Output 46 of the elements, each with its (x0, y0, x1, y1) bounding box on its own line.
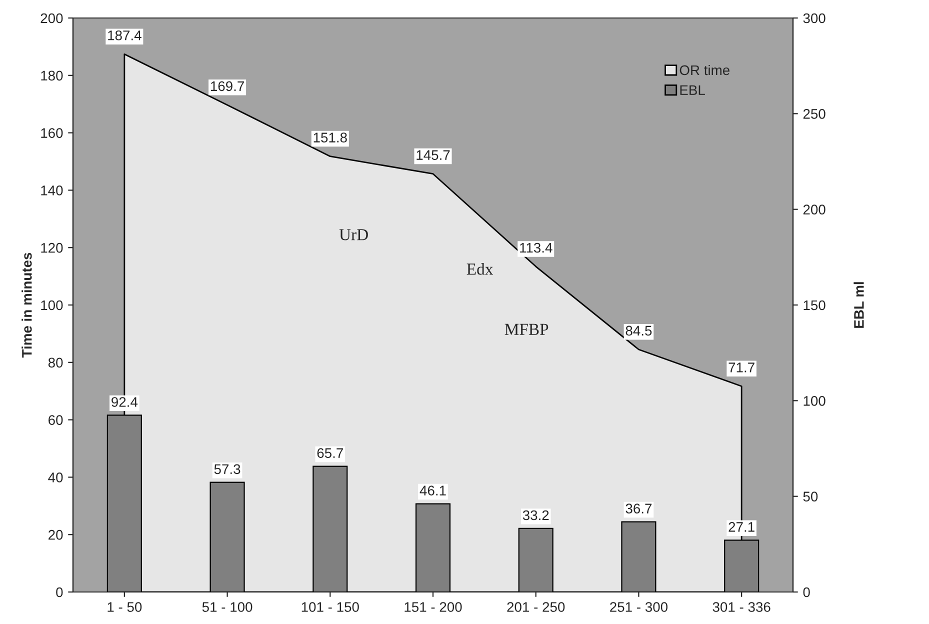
y-axis-title: Time in minutes (22, 252, 32, 358)
y-tick-label: 0 (56, 587, 63, 598)
y2-tick-label: 200 (803, 204, 826, 215)
y2-tick-label: 0 (803, 587, 810, 598)
annotation: MFBP (504, 324, 548, 335)
data-label: 92.4 (112, 397, 138, 407)
data-label: 33.2 (522, 510, 549, 520)
legend-label: EBL (680, 85, 705, 95)
y-tick-label: 40 (48, 472, 63, 482)
data-label: 65.7 (317, 448, 343, 458)
x-tick-label: 251 - 300 (610, 602, 668, 612)
legend-label: OR time (680, 64, 730, 76)
y-tick-label: 160 (41, 128, 63, 138)
y-tick-label: 20 (48, 530, 63, 540)
data-label: 187.4 (108, 30, 142, 40)
x-tick-label: 1 - 50 (108, 602, 142, 612)
y-tick-label: 60 (48, 415, 63, 425)
y-tick-label: 200 (40, 13, 63, 24)
y2-tick-label: 100 (804, 396, 826, 406)
data-label: 169.7 (210, 81, 244, 92)
data-label: 36.7 (626, 504, 652, 514)
y-tick-label: 100 (41, 300, 63, 310)
x-tick-label: 301 - 336 (712, 602, 770, 612)
data-label: 57.3 (214, 464, 240, 474)
data-label: 145.7 (416, 150, 450, 160)
annotation: Edx (466, 263, 494, 275)
y2-tick-label: 50 (803, 492, 818, 502)
y-tick-label: 80 (48, 358, 63, 368)
x-tick-label: 151 - 200 (404, 602, 462, 612)
y2-axis-title: EBL ml (854, 282, 864, 328)
x-tick-label: 51 - 100 (202, 602, 252, 612)
data-label: 151.8 (314, 132, 347, 142)
data-label: 113.4 (520, 242, 552, 253)
x-tick-label: 201 - 250 (507, 602, 565, 612)
x-tick-label: 101 - 150 (302, 602, 359, 612)
data-label: 46.1 (420, 486, 446, 496)
y2-tick-label: 300 (803, 13, 826, 24)
y-tick-label: 180 (41, 70, 63, 81)
data-label: 84.5 (626, 326, 652, 336)
data-label: 71.7 (728, 362, 754, 372)
data-label: 27.1 (728, 522, 754, 532)
y-tick-label: 140 (41, 186, 63, 196)
annotation: UrD (339, 229, 368, 240)
y2-tick-label: 150 (804, 300, 826, 310)
y-tick-label: 120 (41, 242, 63, 253)
y2-tick-label: 250 (803, 109, 826, 119)
